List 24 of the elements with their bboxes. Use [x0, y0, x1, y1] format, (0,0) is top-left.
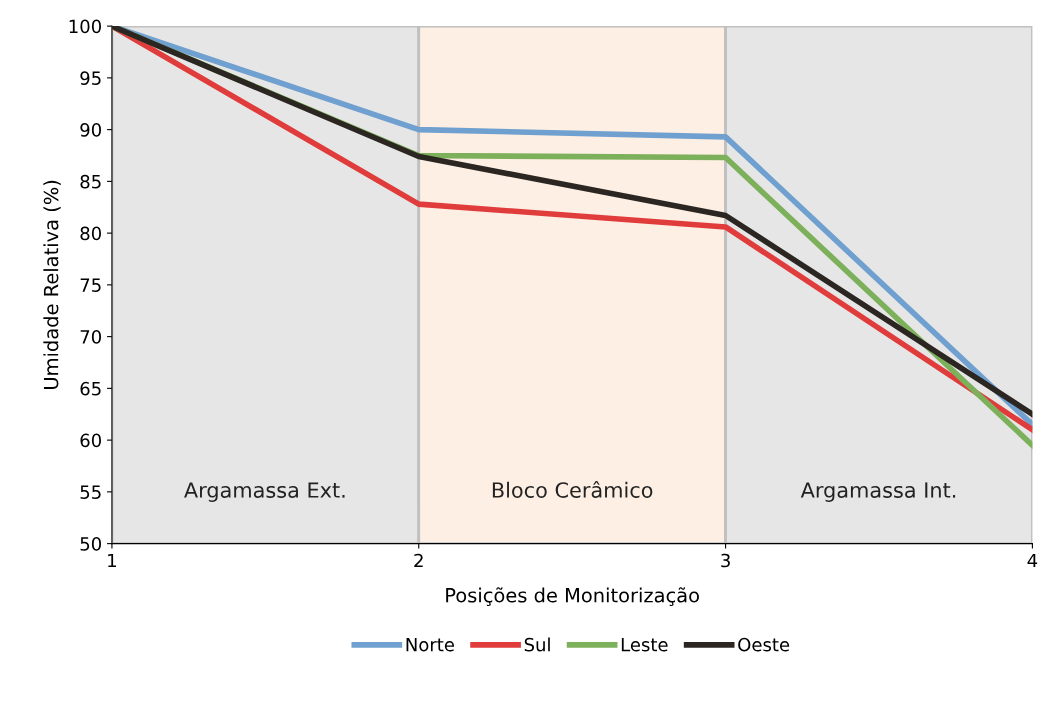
y-axis-title: Umidade Relativa (%): [43, 180, 61, 389]
y-tick-label: 50: [80, 537, 101, 551]
y-tick-label: 85: [80, 174, 101, 189]
y-tick-label: 55: [80, 485, 101, 499]
y-tick-label: 60: [80, 433, 101, 448]
x-tick-label: 2: [414, 553, 423, 568]
y-tick-label: 65: [80, 381, 101, 396]
x-tick-label: 4: [1027, 553, 1038, 568]
legend-label: Leste: [621, 638, 668, 652]
y-tick-label: 100: [69, 19, 101, 34]
y-tick-label: 80: [80, 226, 101, 241]
x-tick-label: 1: [108, 553, 116, 568]
legend-label: Oeste: [738, 637, 790, 652]
x-tick-label: 3: [721, 553, 730, 568]
y-tick-label: 75: [80, 278, 101, 292]
band-label: Argamassa Int.: [800, 482, 956, 502]
band-label: Argamassa Ext.: [184, 482, 345, 502]
legend-label: Norte: [406, 638, 454, 652]
legend-label: Sul: [524, 637, 550, 652]
y-tick-label: 95: [80, 71, 101, 85]
x-axis-title: Posições de Monitorização: [446, 587, 699, 607]
band-label: Bloco Cerâmico: [492, 480, 653, 498]
y-tick-label: 90: [80, 123, 101, 137]
y-tick-label: 70: [80, 330, 101, 344]
